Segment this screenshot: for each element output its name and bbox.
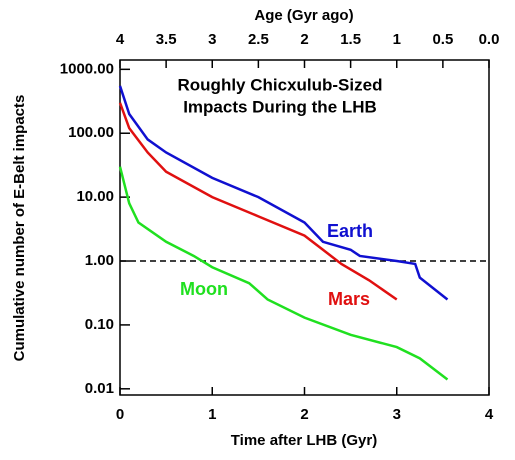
series-line [118,85,449,301]
y-tick-label: 0.10 [85,316,114,333]
y-tick-label: 100.00 [68,124,114,141]
x2-tick-label: 2 [300,31,308,48]
x-tick-label: 0 [116,406,124,423]
y-tick-label: 10.00 [76,188,114,205]
series-label: Earth [327,221,373,241]
chart-title: Impacts During the LHB [183,97,377,116]
series-line [118,102,398,301]
y-tick-label: 1.00 [85,252,114,269]
x-axis-label: Time after LHB (Gyr) [231,432,377,449]
x2-tick-label: 3 [208,31,216,48]
x2-tick-label: 4 [116,31,125,48]
series-line [118,166,449,381]
x2-tick-label: 1 [393,31,401,48]
x-tick-label: 3 [393,406,401,423]
series-label: Moon [180,279,228,299]
x2-tick-label: 2.5 [248,31,269,48]
x2-tick-label: 1.5 [340,31,361,48]
x2-axis-label: Age (Gyr ago) [254,7,353,24]
x-tick-label: 2 [300,406,308,423]
x-tick-label: 1 [208,406,216,423]
x2-tick-label: 3.5 [156,31,177,48]
series-label: Mars [328,289,370,309]
x-tick-label: 4 [485,406,494,423]
y-tick-label: 1000.00 [60,60,114,77]
x2-tick-label: 0.5 [432,31,453,48]
chart-title: Roughly Chicxulub-Sized [178,75,383,94]
y-axis-label: Cumulative number of E-Belt impacts [11,95,28,362]
y-tick-label: 0.01 [85,380,114,397]
x2-tick-label: 0.0 [479,31,500,48]
